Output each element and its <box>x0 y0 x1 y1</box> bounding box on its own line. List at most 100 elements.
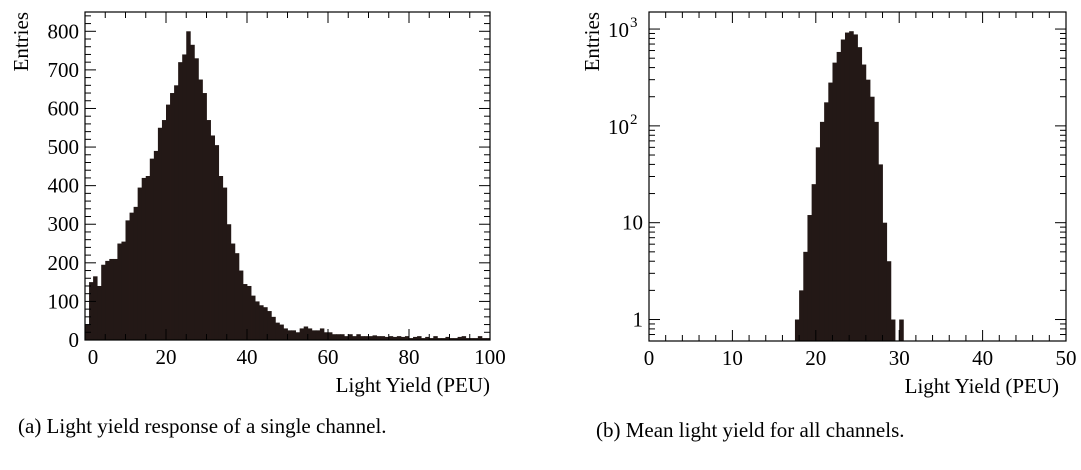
histogram-bar <box>328 332 333 340</box>
histogram-bar <box>307 328 313 340</box>
histogram-bar <box>267 311 272 340</box>
histogram-bar <box>271 316 276 340</box>
histogram-bar <box>97 285 102 340</box>
histogram-bar <box>425 336 430 340</box>
x-tick-label: 40 <box>237 345 258 369</box>
histogram-bar <box>125 220 130 340</box>
y-axis-label: Entries <box>9 12 33 71</box>
caption-a: (a) Light yield response of a single cha… <box>18 414 387 438</box>
histogram-bar <box>311 330 317 340</box>
histogram-bar <box>803 251 808 341</box>
histogram-bar <box>857 47 863 341</box>
y-tick-label: 700 <box>48 58 80 82</box>
histogram-bar <box>299 328 305 340</box>
histogram-bar <box>433 336 438 340</box>
histogram-bar <box>234 253 240 340</box>
x-axis-label: Light Yield (PEU) <box>336 373 490 397</box>
x-tick-label: 30 <box>889 346 910 370</box>
histogram-bar <box>157 127 163 340</box>
histogram-bar <box>453 338 458 340</box>
x-tick-label: 50 <box>1056 346 1077 370</box>
histogram-bar <box>206 120 211 340</box>
y-tick-label: 100 <box>48 289 80 313</box>
histogram-bar <box>259 305 264 340</box>
histogram-bar <box>170 93 175 340</box>
histogram-bar <box>400 336 406 340</box>
histogram-bar <box>799 290 804 341</box>
histogram-bar <box>388 336 394 340</box>
histogram-bar <box>129 212 134 340</box>
y-tick-label: 800 <box>48 19 80 43</box>
histogram-bar <box>275 322 280 340</box>
histogram-bar <box>198 79 203 340</box>
histogram-bar <box>441 338 446 340</box>
histogram-bar <box>360 336 365 340</box>
histogram-bar <box>473 338 479 340</box>
histogram-bar <box>93 276 98 340</box>
histogram-bar <box>461 336 467 340</box>
histogram-bar <box>291 330 296 340</box>
histogram-bar <box>368 336 373 340</box>
histogram-bar <box>376 336 382 340</box>
y-tick-label: 600 <box>48 96 80 120</box>
histogram-bar <box>485 338 491 340</box>
histogram-bar <box>878 164 883 341</box>
histogram-bar <box>409 338 414 340</box>
histogram-bar <box>469 338 475 340</box>
histogram-bar <box>824 102 829 341</box>
y-tick-label: 10 <box>608 115 629 139</box>
histogram-bar <box>141 177 147 340</box>
histogram-bar <box>105 260 110 340</box>
histogram-bar <box>121 241 126 340</box>
histogram-bar <box>828 82 833 342</box>
histogram-bar <box>222 187 228 340</box>
histogram-bar <box>247 285 252 340</box>
histogram-bar <box>263 307 268 340</box>
y-axis-label: Entries <box>580 12 604 71</box>
histogram-bar <box>819 121 825 341</box>
histogram-bar <box>319 328 325 340</box>
histogram-bar <box>899 319 904 341</box>
histogram-bar <box>384 336 390 340</box>
histogram-bar <box>449 338 454 340</box>
histogram-bar <box>445 336 450 340</box>
y-tick-label-exponent: 3 <box>630 15 638 31</box>
x-axis-label: Light Yield (PEU) <box>905 374 1059 398</box>
histogram-bar <box>457 336 463 340</box>
histogram-bar <box>340 334 345 340</box>
histogram-bar <box>807 215 813 341</box>
x-tick-label: 100 <box>474 345 506 369</box>
chart-panel-a: 0 20 40 60 80 100 0 100 200 300 400 500 600 700 800 Lig… <box>9 11 506 397</box>
histogram-bar <box>303 326 309 340</box>
histogram-bar <box>421 338 426 340</box>
histogram-bar <box>890 319 896 341</box>
histogram-bar <box>396 336 402 340</box>
histogram-bar <box>372 335 377 340</box>
histogram-bar <box>356 334 361 340</box>
histogram-bar <box>242 284 248 340</box>
histogram-bar <box>886 261 892 341</box>
y-tick-label: 500 <box>48 135 80 159</box>
histogram-bar <box>832 62 838 341</box>
histogram-bar <box>109 258 114 340</box>
histogram-bar <box>336 334 341 340</box>
histogram-bar <box>101 264 106 340</box>
histogram-bar <box>255 301 260 340</box>
histogram-bar <box>283 328 288 340</box>
histogram-bar <box>279 324 284 340</box>
histogram-bar <box>190 44 195 341</box>
y-tick-label-exponent: 2 <box>630 112 638 128</box>
histogram-bar <box>392 336 398 340</box>
histogram-bar <box>882 222 888 341</box>
histogram-bar <box>874 121 879 341</box>
histogram-bar <box>287 330 292 340</box>
histogram-bar <box>429 338 434 340</box>
histogram-bar <box>794 319 800 341</box>
y-tick-label: 300 <box>48 212 80 236</box>
y-tick-label: 400 <box>48 174 80 198</box>
histogram-bar <box>413 336 418 340</box>
histogram-bar <box>133 206 139 340</box>
histogram-bar <box>117 243 122 340</box>
